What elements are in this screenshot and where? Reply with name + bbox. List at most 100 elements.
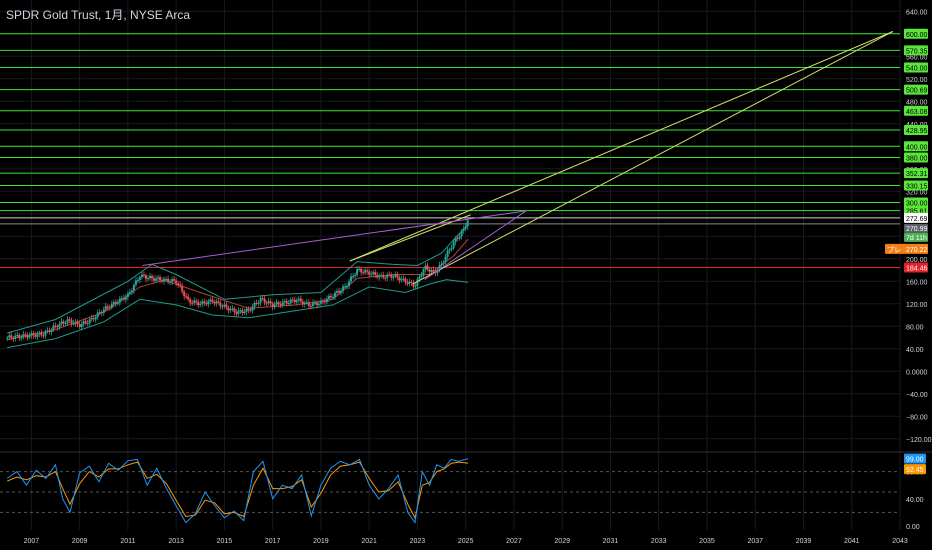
candle-body: [72, 323, 75, 325]
candle-body: [460, 230, 463, 237]
candle-body: [60, 321, 63, 324]
level-price-tag: [904, 84, 928, 95]
level-price-label: 540.00: [906, 66, 928, 73]
candle-body: [201, 301, 204, 305]
candle-body: [78, 324, 81, 328]
candle-body: [159, 277, 162, 281]
candle-body: [80, 324, 83, 328]
candle-body: [24, 334, 27, 336]
candle-body: [436, 270, 439, 273]
price-tick-label: −80.00: [906, 414, 928, 421]
level-price-label: 500.69: [906, 88, 928, 95]
candle-body: [380, 274, 383, 276]
candle-body: [229, 308, 232, 311]
premarket-tag: [885, 243, 928, 254]
chart-title: SPDR Gold Trust, 1月, NYSE Arca: [6, 8, 191, 22]
candle-body: [335, 291, 338, 293]
candle-body: [203, 301, 206, 304]
candle-body: [26, 335, 29, 338]
candle-body: [187, 296, 190, 300]
candle-body: [382, 274, 385, 278]
candle-body: [414, 285, 417, 287]
candle-body: [76, 321, 79, 325]
candle-body: [325, 298, 328, 303]
candle-body: [207, 301, 210, 305]
candle-body: [245, 308, 248, 312]
candle-body: [311, 302, 314, 307]
candle-body: [102, 309, 105, 313]
level-price-label: 600.00: [906, 32, 928, 39]
candle-body: [205, 303, 208, 305]
level-price-label: 352.31: [906, 171, 928, 178]
candle-body: [438, 264, 441, 271]
candle-body: [90, 318, 93, 320]
time-tick-label: 2011: [120, 538, 135, 545]
candle-body: [231, 308, 234, 310]
candle-body: [146, 278, 149, 280]
candle-body: [181, 285, 184, 292]
candle-body: [237, 310, 240, 314]
candle-body: [333, 292, 336, 298]
candle-body: [175, 280, 178, 284]
price-tick-label: 520.00: [906, 77, 928, 84]
candle-body: [442, 262, 445, 264]
level-price-label: 380.00: [906, 156, 928, 163]
candle-body: [432, 270, 435, 272]
candle-body: [88, 319, 91, 324]
candle-body: [281, 302, 284, 306]
candle-body: [20, 337, 23, 339]
last-price-label: 270.99: [906, 226, 928, 233]
candle-body: [289, 299, 292, 304]
candle-body: [370, 273, 373, 275]
candle-body: [267, 301, 270, 304]
candle-body: [420, 275, 423, 277]
price-tick-label: 480.00: [906, 99, 928, 106]
candle-body: [450, 247, 453, 250]
candle-body: [261, 298, 264, 300]
candle-body: [295, 300, 298, 303]
candle-body: [179, 284, 182, 286]
candle-body: [398, 277, 401, 281]
price-tick-label: 640.00: [906, 9, 928, 16]
candle-body: [366, 270, 369, 272]
candle-body: [269, 301, 272, 304]
level-price-label: 570.35: [906, 48, 928, 55]
rsi-k-value: 99.00: [906, 457, 924, 464]
level-price-tag: [904, 141, 928, 152]
candle-body: [426, 265, 429, 270]
candle-body: [58, 323, 61, 328]
candle-body: [303, 302, 306, 305]
support-price-tag: [904, 262, 928, 273]
time-tick-label: 2039: [796, 538, 812, 545]
candle-body: [86, 322, 89, 324]
candle-body: [233, 308, 236, 313]
candle-body: [342, 286, 345, 291]
candle-body: [124, 296, 127, 300]
rsi-tick-label: 0.00: [906, 524, 920, 531]
trend-line: [349, 214, 471, 262]
candle-body: [209, 299, 212, 302]
candle-body: [153, 278, 156, 281]
time-tick-label: 2013: [168, 538, 184, 545]
candle-body: [293, 299, 296, 303]
level-price-label: 463.08: [906, 109, 928, 116]
level-price-label: 330.15: [906, 184, 928, 191]
support-price-label: 184.46: [906, 265, 928, 272]
candle-body: [48, 330, 51, 332]
candle-body: [277, 302, 280, 305]
candle-body: [134, 280, 137, 285]
candle-body: [372, 272, 375, 274]
candle-body: [223, 304, 226, 307]
candle-body: [96, 312, 99, 318]
candle-body: [454, 237, 457, 243]
candle-body: [249, 310, 252, 312]
candle-body: [149, 276, 151, 279]
trend-line: [424, 210, 527, 280]
candle-body: [44, 331, 47, 336]
candle-body: [400, 279, 403, 281]
candle-body: [456, 237, 459, 239]
candle-body: [243, 311, 246, 313]
candle-body: [315, 302, 318, 306]
candle-body: [12, 337, 15, 339]
